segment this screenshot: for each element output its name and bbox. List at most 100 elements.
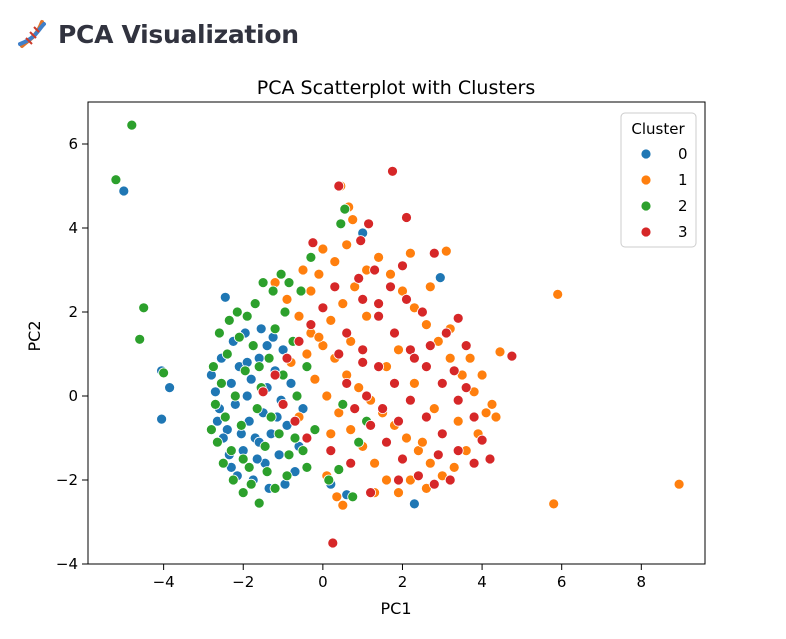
data-point-cluster-3 [341, 377, 353, 389]
data-point-cluster-2 [323, 474, 335, 486]
data-point-cluster-2 [259, 440, 271, 452]
data-point-cluster-3 [420, 411, 432, 423]
data-point-cluster-1 [325, 314, 337, 326]
data-point-cluster-1 [337, 499, 349, 511]
data-point-cluster-0 [219, 291, 231, 303]
data-point-cluster-3 [349, 403, 361, 415]
data-point-cluster-2 [281, 470, 293, 482]
data-point-cluster-1 [452, 415, 464, 427]
data-point-cluster-1 [404, 247, 416, 259]
data-point-cluster-3 [401, 293, 412, 305]
data-point-cluster-2 [269, 323, 281, 335]
data-point-cluster-2 [337, 398, 349, 410]
y-tick-label: −2 [56, 471, 78, 489]
data-point-cluster-3 [353, 272, 365, 284]
data-point-cluster-1 [313, 268, 325, 280]
data-point-cluster-2 [158, 367, 170, 379]
data-point-cluster-2 [261, 466, 273, 478]
data-point-cluster-2 [263, 352, 275, 364]
data-point-cluster-1 [331, 491, 343, 503]
data-point-cluster-3 [436, 377, 448, 389]
legend-label-cluster-1: 1 [678, 171, 688, 189]
data-point-cluster-1 [293, 310, 305, 322]
data-point-cluster-2 [347, 491, 359, 503]
data-point-cluster-2 [305, 251, 317, 263]
data-point-cluster-1 [476, 369, 488, 381]
data-point-cluster-2 [301, 461, 313, 473]
data-point-cluster-1 [341, 239, 353, 251]
data-point-cluster-3 [401, 212, 412, 223]
data-point-cluster-2 [225, 445, 237, 457]
data-point-cluster-2 [211, 436, 223, 448]
data-point-cluster-3 [424, 340, 436, 352]
data-point-cluster-1 [321, 390, 333, 402]
data-point-cluster-3 [506, 350, 518, 362]
data-point-cluster-1 [448, 461, 460, 473]
data-point-cluster-1 [281, 293, 293, 305]
data-point-cluster-2 [257, 277, 269, 289]
data-point-cluster-0 [241, 390, 253, 402]
plot-frame [87, 101, 706, 565]
data-point-cluster-0 [273, 449, 285, 461]
data-point-cluster-1 [393, 344, 404, 356]
data-point-cluster-3 [460, 340, 472, 352]
data-point-cluster-3 [277, 398, 289, 410]
data-point-cluster-3 [436, 428, 448, 440]
page-title: PCA Visualization [58, 19, 299, 49]
data-point-cluster-2 [249, 298, 261, 310]
data-point-cluster-2 [251, 403, 263, 415]
data-point-cluster-2 [339, 203, 351, 215]
data-point-cluster-2 [295, 285, 307, 297]
data-point-cluster-1 [494, 346, 506, 358]
data-point-cluster-3 [373, 298, 385, 310]
data-point-cluster-2 [297, 445, 309, 457]
data-point-cluster-1 [393, 487, 404, 499]
data-point-cluster-1 [420, 319, 432, 331]
x-tick-label: 8 [637, 573, 647, 591]
data-point-cluster-2 [273, 428, 285, 440]
data-point-cluster-3 [365, 487, 377, 499]
data-point-cluster-3 [293, 335, 305, 347]
data-point-cluster-3 [408, 352, 420, 364]
data-point-cluster-3 [389, 327, 400, 339]
data-point-cluster-3 [329, 281, 341, 293]
data-point-cluster-2 [223, 314, 235, 326]
data-point-cluster-2 [265, 411, 277, 423]
x-tick-label: 0 [318, 573, 328, 591]
legend: Cluster 0 1 2 3 [620, 112, 697, 248]
dna-icon [18, 20, 46, 48]
points-layer [110, 119, 685, 549]
data-point-cluster-3 [345, 457, 357, 469]
data-point-cluster-1 [369, 457, 381, 469]
data-point-cluster-3 [428, 247, 440, 259]
data-point-cluster-2 [233, 331, 245, 343]
data-point-cluster-3 [428, 478, 440, 490]
data-point-cluster-2 [221, 348, 233, 360]
data-point-cluster-3 [361, 390, 373, 402]
data-point-cluster-3 [393, 415, 404, 427]
data-point-cluster-3 [448, 365, 460, 377]
data-point-cluster-0 [251, 453, 263, 465]
y-tick-label: −4 [56, 555, 78, 573]
data-point-cluster-3 [365, 419, 377, 431]
data-point-cluster-2 [279, 306, 291, 318]
data-point-cluster-0 [209, 386, 221, 398]
data-point-cluster-3 [452, 312, 464, 324]
data-point-cluster-2 [237, 487, 249, 499]
data-point-cluster-1 [408, 377, 420, 389]
data-point-cluster-2 [309, 424, 321, 436]
data-point-cluster-2 [291, 390, 303, 402]
data-point-cluster-3 [363, 218, 375, 230]
x-tick-label: −2 [232, 573, 254, 591]
data-point-cluster-1 [486, 398, 498, 410]
data-point-cluster-3 [327, 537, 339, 549]
data-point-cluster-1 [329, 256, 341, 268]
data-point-cluster-3 [452, 445, 464, 457]
data-point-cluster-1 [337, 298, 349, 310]
data-point-cluster-3 [357, 293, 369, 305]
data-point-cluster-2 [219, 411, 231, 423]
data-point-cluster-2 [209, 398, 221, 410]
data-point-cluster-3 [307, 237, 319, 249]
data-point-cluster-2 [205, 424, 217, 436]
data-point-cluster-2 [253, 497, 265, 509]
